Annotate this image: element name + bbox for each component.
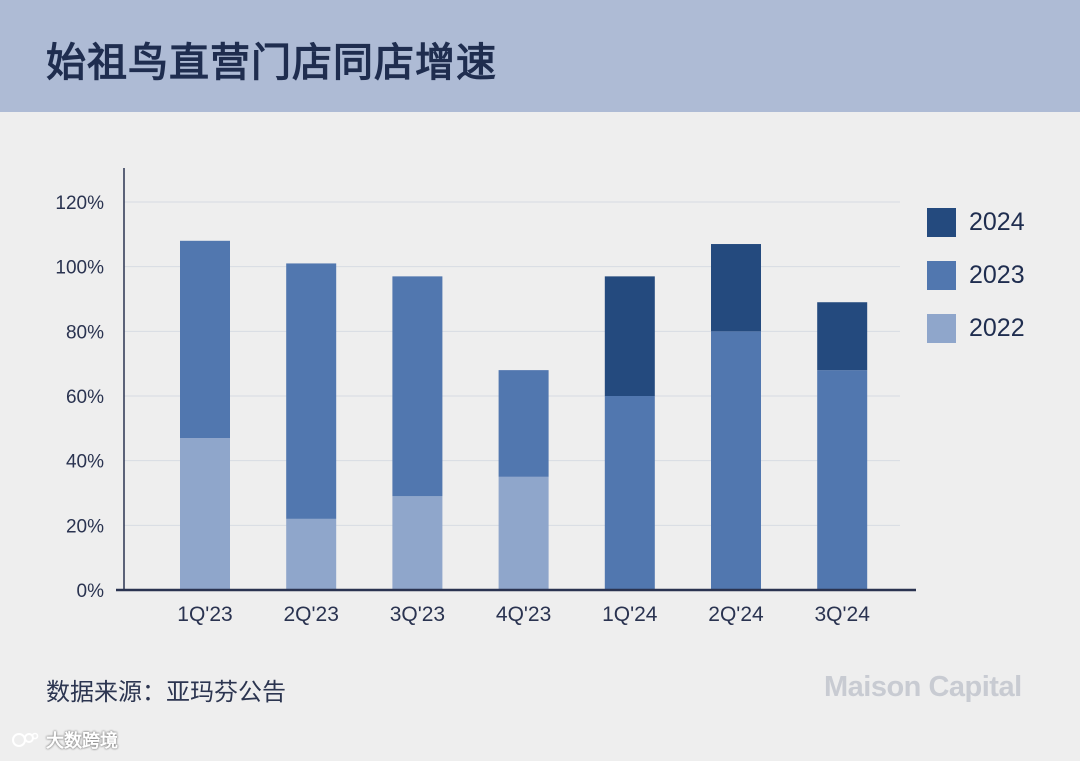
y-tick-label: 80% [66,322,104,343]
x-tick-label: 3Q'24 [815,603,871,626]
x-tick-label: 2Q'24 [708,603,764,626]
legend-swatch [927,261,956,290]
legend-item-2023: 2023 [927,249,1025,302]
x-tick-label: 3Q'23 [390,603,445,626]
bar-segment-2024 [817,302,868,371]
legend-swatch [927,208,956,237]
x-tick-label: 2Q'23 [284,603,339,626]
bar-segment-2023 [604,396,655,590]
bar-segment-2023 [286,263,337,519]
bar-segment-2023 [392,276,443,497]
bar-segment-2023 [817,370,868,590]
bar-segment-2022 [498,476,549,590]
legend-label: 2022 [969,314,1025,342]
y-tick-label: 0% [77,581,105,602]
bar-segment-2022 [286,518,337,590]
x-tick-label: 1Q'24 [602,603,658,626]
header-bar: 始祖鸟直营门店同店增速 [0,0,1080,112]
bar-segment-2023 [180,240,230,439]
bar-segment-2023 [711,331,761,590]
legend-label: 2024 [969,208,1025,236]
data-source-note: 数据来源：亚玛芬公告 [46,678,286,706]
watermark-text: 大数跨境 [46,731,118,752]
y-tick-label: 60% [66,387,104,408]
bar-segment-2024 [711,244,761,332]
legend-swatch [927,314,956,343]
bar-segment-2022 [392,496,443,590]
chart-title: 始祖鸟直营门店同店增速 [46,40,497,86]
y-tick-label: 120% [55,193,104,214]
bar-segment-2022 [180,438,230,590]
watermark: 大数跨境 [10,727,118,753]
y-tick-label: 100% [55,258,104,279]
bar-segment-2023 [498,370,549,477]
y-tick-label: 40% [66,452,104,473]
legend-item-2024: 2024 [927,196,1025,249]
brand-logo: Maison Capital [824,671,1022,703]
legend-label: 2023 [969,261,1025,289]
legend-item-2022: 2022 [927,302,1025,355]
legend: 2024 2023 2022 [927,196,1025,355]
x-tick-label: 4Q'23 [496,603,551,626]
bar-segment-2024 [604,276,655,396]
watermark-logo-icon [10,729,40,751]
y-tick-label: 20% [66,516,104,537]
x-tick-label: 1Q'23 [177,603,232,626]
